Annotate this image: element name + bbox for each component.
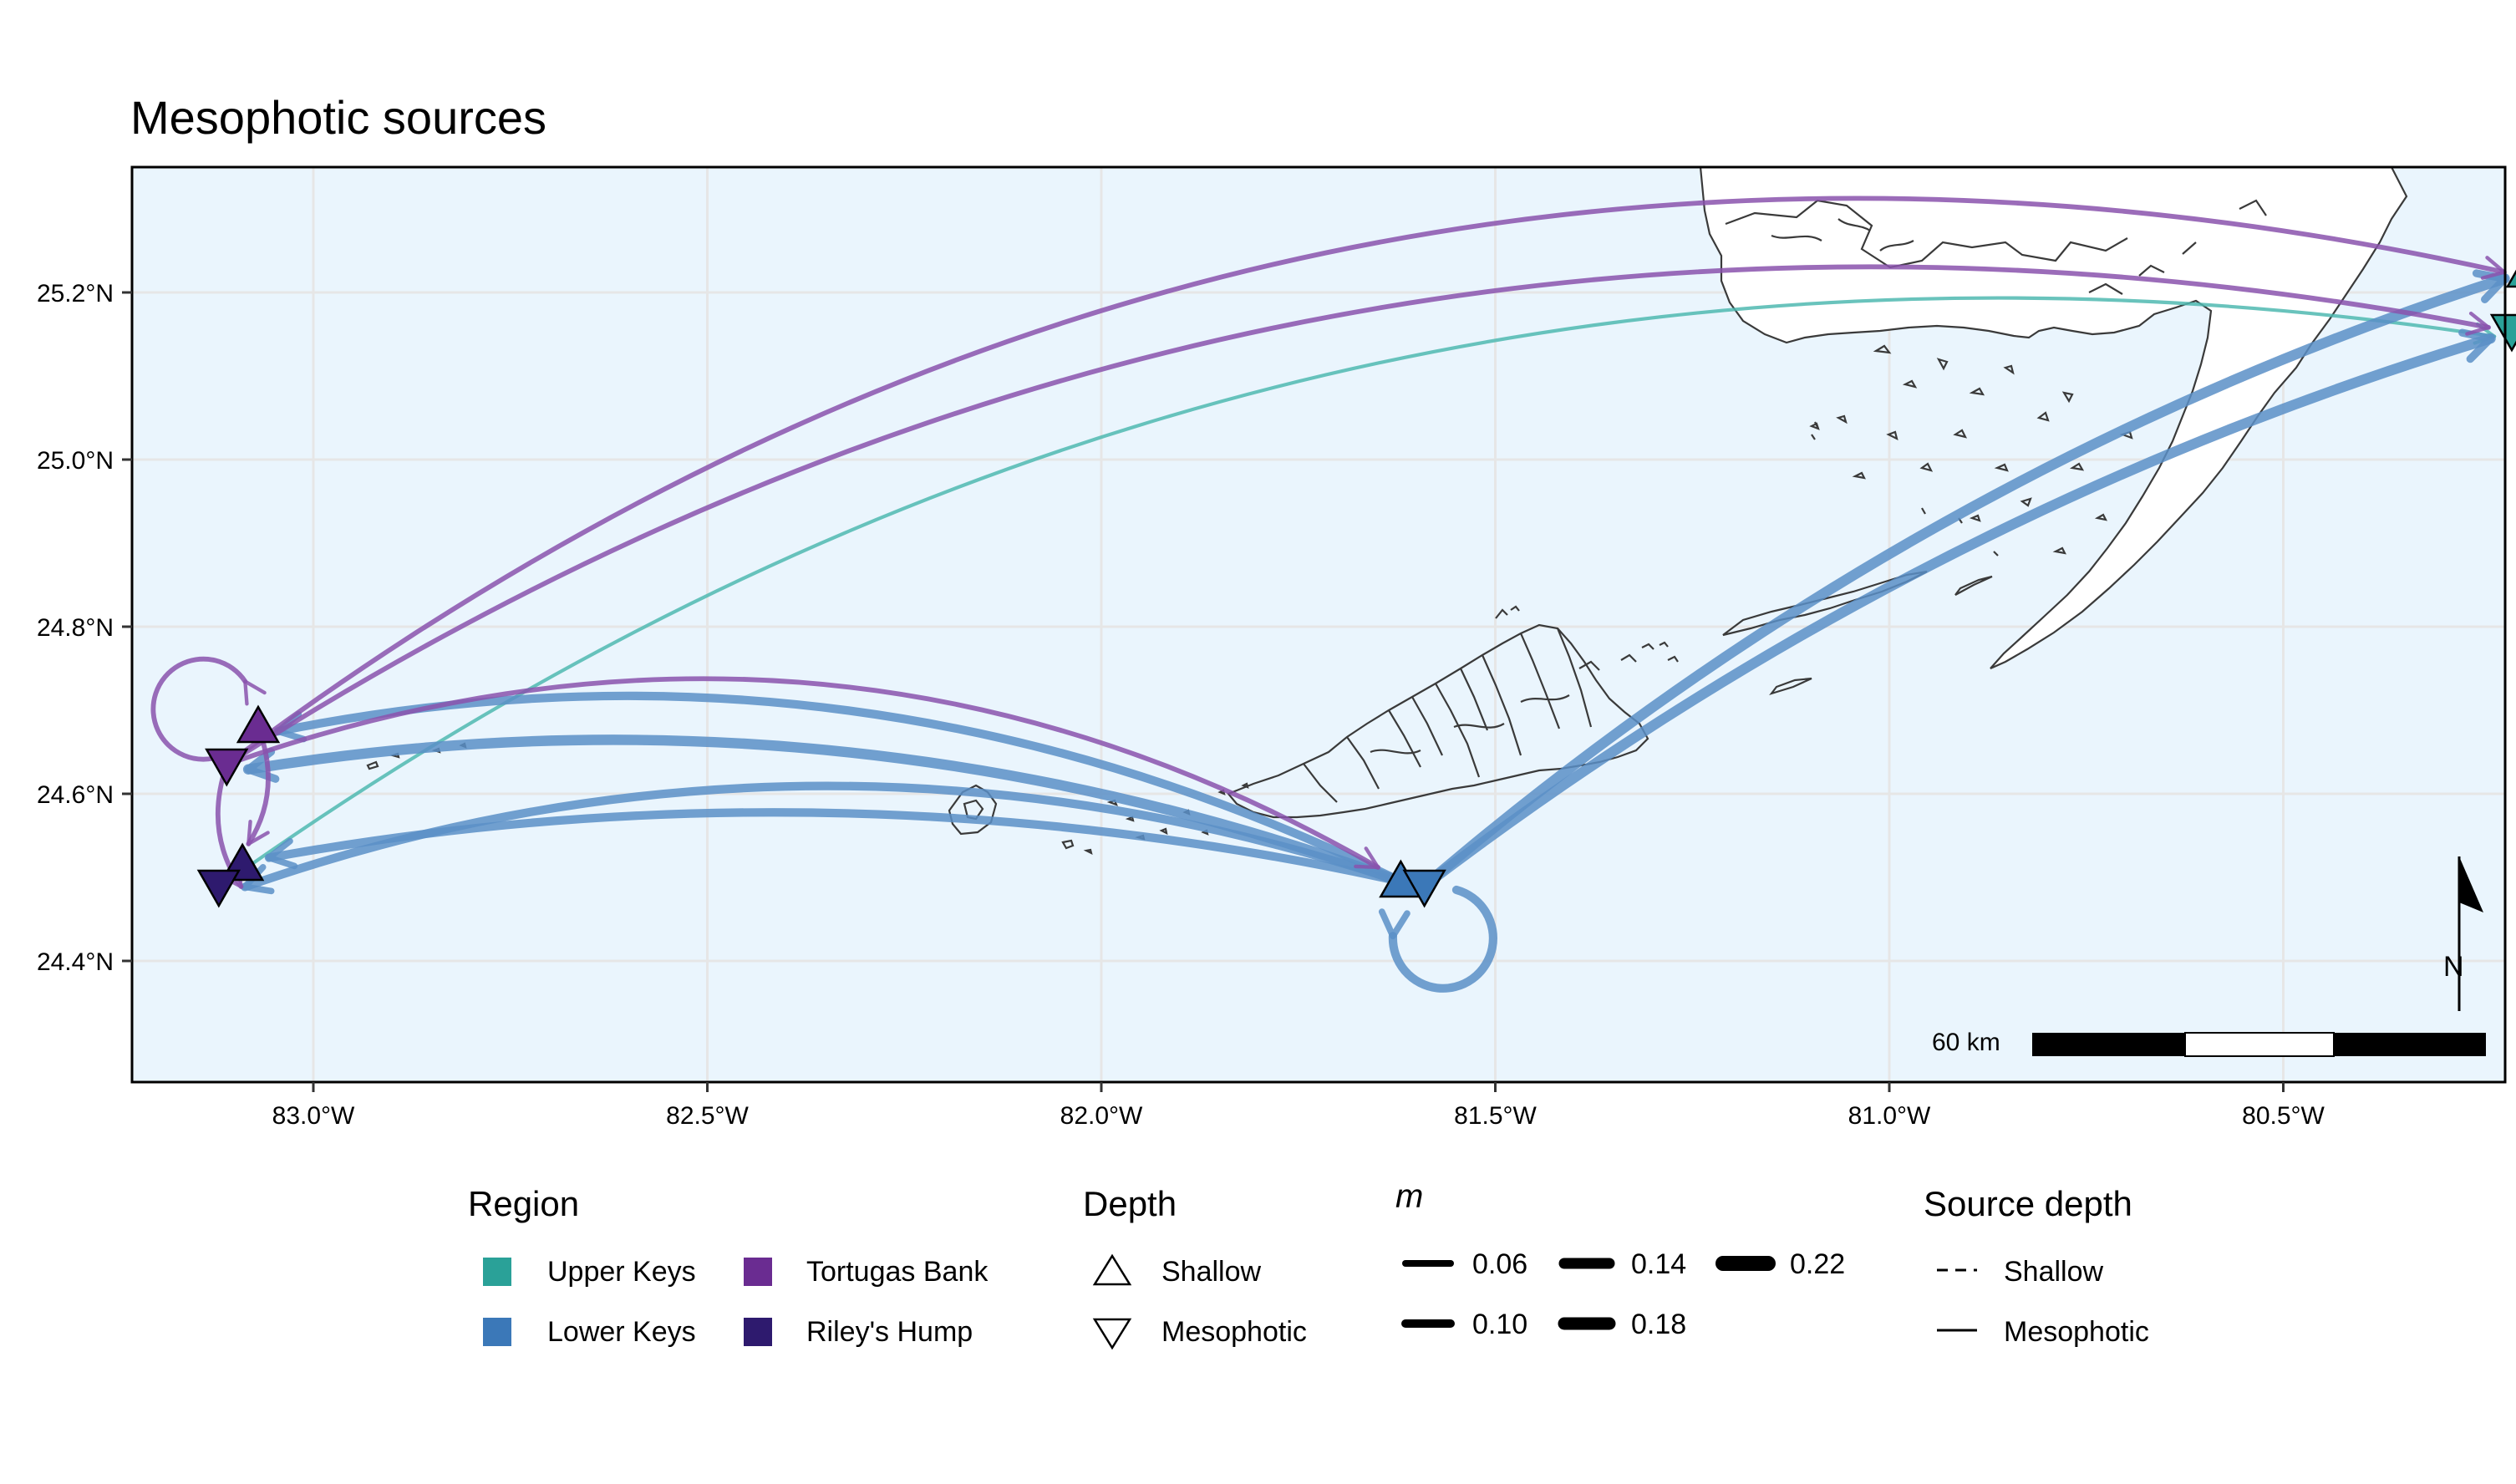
legend-m-label-018: 0.18 [1631,1309,1686,1340]
legend-m-label-006: 0.06 [1472,1248,1527,1280]
triangle-up-icon [1092,1253,1132,1286]
scale-bar: 60 km [1932,1029,2486,1057]
legend-label-shallow: Shallow [1161,1256,1262,1288]
legend-swatch-upper-keys [483,1258,511,1286]
legend-m-label-010: 0.10 [1472,1309,1527,1340]
legend-source-depth-title: Source depth [1924,1184,2132,1223]
site-marker-mesophotic [205,748,249,787]
dry-tortugas [366,742,467,770]
legend-m-label-022: 0.22 [1790,1248,1845,1280]
site-marker-shallow [236,704,281,744]
legend-label-rileys-hump: Riley's Hump [806,1316,973,1348]
scale-bar-segment-1 [2032,1033,2185,1056]
legend-label-source-shallow: Shallow [2004,1256,2104,1288]
site-marker-mesophotic [1402,869,1446,908]
flow-arrowhead [243,679,267,706]
scale-bar-segment-3 [2334,1033,2486,1056]
north-arrow-label: N [2443,951,2464,983]
flow-self-loop [1388,885,1497,993]
north-arrow: N [2443,856,2483,1011]
triangle-down-icon [1092,1318,1132,1350]
site-marker-mesophotic [2489,313,2516,353]
legend: Region Upper Keys Tortugas Bank Lower Ke… [468,1178,2149,1350]
legend-swatch-rileys-hump [744,1318,772,1346]
legend-swatch-tortugas-bank [744,1258,772,1286]
legend-label-mesophotic: Mesophotic [1161,1316,1307,1348]
north-arrow-head-icon [2459,856,2483,912]
scale-bar-label: 60 km [1932,1029,2000,1056]
x-tick-label: 81.0°W [1848,1102,1931,1130]
lower-keys-detail [1303,605,1679,803]
connectivity-flows [150,196,2510,993]
legend-label-tortugas-bank: Tortugas Bank [806,1256,989,1288]
bay-coast [1725,199,2128,269]
inner-islands [1771,199,2267,295]
panel-border [130,165,2507,1084]
site-marker-mesophotic [196,869,241,908]
y-tick-label: 24.6°N [37,781,114,809]
legend-label-source-mesophotic: Mesophotic [2004,1316,2149,1348]
flow-line [224,264,2491,767]
flow-arrowhead [2465,311,2491,336]
y-tick-label: 25.0°N [37,447,114,475]
flow-line [240,781,1405,892]
flow-line [224,196,2507,767]
site-markers [196,269,2516,908]
legend-m: m 0.06 0.14 0.22 0.10 0.18 [1395,1178,1845,1340]
legend-label-upper-keys: Upper Keys [547,1256,696,1288]
flow-line [1419,333,2496,892]
legend-depth-title: Depth [1083,1184,1177,1223]
x-tick-label: 80.5°W [2242,1102,2325,1130]
flow-arrowhead [2458,328,2495,363]
x-tick-label: 81.5°W [1454,1102,1537,1130]
florida-bay-islets [1809,344,2133,555]
figure-title: Mesophotic sources [130,91,546,144]
legend-m-label-014: 0.14 [1631,1248,1686,1280]
legend-depth: Depth Shallow Mesophotic [1083,1184,1307,1350]
x-tick-label: 82.5°W [666,1102,749,1130]
flow-arrowhead [1378,908,1410,940]
legend-region: Region Upper Keys Tortugas Bank Lower Ke… [468,1184,989,1348]
y-tick-label: 24.4°N [37,948,114,976]
flow-line [1419,273,2510,892]
legend-m-title: m [1395,1178,1423,1215]
x-tick-label: 82.0°W [1060,1102,1143,1130]
x-tick-label: 83.0°W [272,1102,355,1130]
flow-self-loop [150,656,248,762]
legend-swatch-lower-keys [483,1318,511,1346]
flow-line [249,296,2497,867]
flow-line [242,734,1406,887]
flow-arrowhead [266,837,298,870]
legend-label-lower-keys: Lower Keys [547,1316,696,1348]
flow-arrowhead [247,819,270,846]
legend-source-depth: Source depth Shallow Mesophotic [1924,1184,2149,1348]
upper-keys-islets [1811,421,1999,556]
legend-region-title: Region [468,1184,579,1223]
scale-bar-segment-2 [2184,1032,2335,1057]
flow-line [224,676,1381,870]
y-tick-label: 25.2°N [37,280,114,307]
y-tick-label: 24.8°N [37,614,114,642]
site-marker-shallow [2505,269,2516,288]
map-panel: 60 km N [130,165,2516,1084]
axes: 83.0°W 82.5°W 82.0°W 81.5°W 81.0°W 80.5°W 25.2… [37,280,2325,1130]
flow-arrowhead [1354,846,1380,870]
